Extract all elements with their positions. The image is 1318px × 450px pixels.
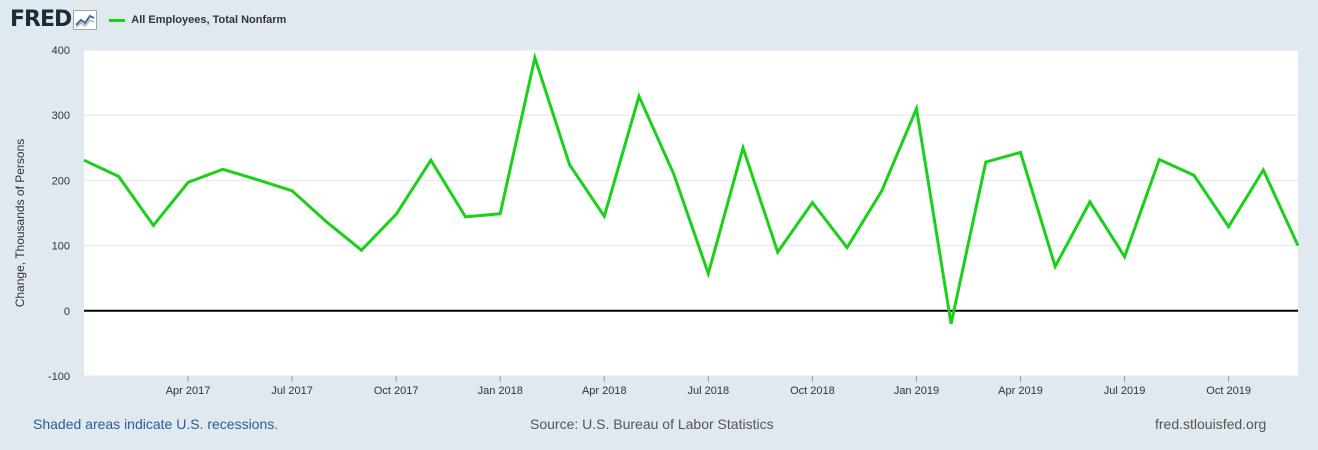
x-tick-label: Jul 2019 <box>1104 385 1146 397</box>
x-tick-label: Apr 2018 <box>582 385 627 397</box>
y-tick-label: 0 <box>64 306 70 318</box>
recession-note[interactable]: Shaded areas indicate U.S. recessions. <box>33 416 279 432</box>
fred-chart-icon <box>73 10 98 30</box>
series-line <box>83 52 1300 325</box>
x-tick-label: Apr 2019 <box>998 385 1043 397</box>
y-axis-ticks: -100 0 100 200 300 400 <box>48 45 70 383</box>
y-axis-label: Change, Thousands of Persons <box>13 139 27 308</box>
legend: All Employees, Total Nonfarm <box>109 14 286 26</box>
x-tick-label: Jul 2017 <box>271 385 313 397</box>
y-tick-label: 100 <box>52 241 70 253</box>
source-note: Source: U.S. Bureau of Labor Statistics <box>530 416 774 432</box>
y-tick-label: 400 <box>52 45 70 57</box>
y-tick-label: 200 <box>52 175 70 187</box>
legend-swatch <box>109 18 126 22</box>
x-tick-label: Oct 2017 <box>374 385 419 397</box>
x-tick-label: Jan 2018 <box>478 385 523 397</box>
x-tick-label: Oct 2018 <box>790 385 835 397</box>
plot-area <box>84 50 1298 376</box>
fred-logo[interactable]: FRED <box>10 7 98 32</box>
series-layer <box>83 52 1300 325</box>
gridlines <box>84 49 1298 377</box>
x-tick-label: Jul 2018 <box>688 385 730 397</box>
fred-logo-text: FRED <box>10 7 72 32</box>
chart-header: FRED All Employees, Total Nonfarm <box>10 6 286 34</box>
site-url[interactable]: fred.stlouisfed.org <box>1155 416 1267 432</box>
x-axis-ticks: Apr 2017 Jul 2017 Oct 2017 Jan 2018 Apr 2018… <box>166 376 1251 397</box>
x-tick-label: Oct 2019 <box>1206 385 1251 397</box>
legend-label: All Employees, Total Nonfarm <box>131 14 287 26</box>
y-tick-label: -100 <box>48 371 70 383</box>
x-tick-label: Apr 2017 <box>166 385 211 397</box>
x-tick-label: Jan 2019 <box>894 385 939 397</box>
y-tick-label: 300 <box>52 110 70 122</box>
